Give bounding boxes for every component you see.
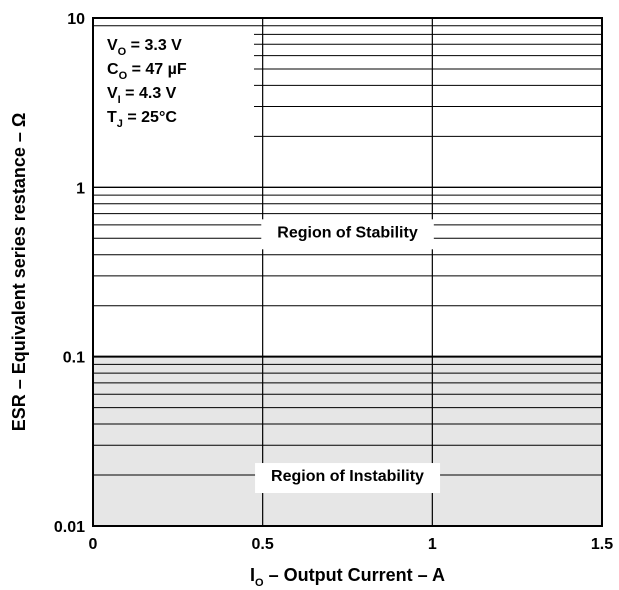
region-of-instability-text: Region of Instability [271,468,424,485]
condition-line-main: V [107,85,118,102]
condition-line-rest: = 25°C [123,109,177,126]
x-tick-label: 0.5 [252,536,274,553]
x-tick-label: 1.5 [591,536,613,553]
x-axis-label-main: I [250,565,255,585]
region-of-stability-label-background [261,219,434,250]
region-of-instability-label-background [255,463,441,494]
plot-frame [92,17,603,527]
conditions-box-background [94,30,254,142]
x-axis-label: IO – Output Current – A [250,565,445,589]
region-of-instability-label: Region of Instability [255,463,441,494]
condition-line-main: C [107,61,119,78]
x-axis-label-subscript: O [255,577,264,589]
condition-line-subscript: I [118,94,121,106]
x-tick-label: 1 [428,536,437,553]
condition-line-rest: = 4.3 V [121,85,177,102]
condition-line-subscript: O [118,46,127,58]
region-of-stability-text: Region of Stability [277,224,418,241]
y-tick-label: 10 [67,11,85,28]
y-tick-label: 0.01 [54,519,85,536]
y-tick-label: 1 [76,180,85,197]
condition-line: VI = 4.3 V [107,85,177,106]
condition-line-main: T [107,109,117,126]
condition-line-main: V [107,37,118,54]
condition-line: CO = 47 µF [107,61,187,82]
y-tick-label: 0.1 [63,350,85,367]
condition-line-subscript: J [117,118,123,130]
region-of-stability-label: Region of Stability [261,219,434,250]
y-axis-label: ESR – Equivalent series restance – Ω [9,113,29,432]
x-axis-label-rest: – Output Current – A [264,565,445,585]
condition-line-rest: = 47 µF [127,61,187,78]
instability-region-fill [93,356,602,526]
x-tick-label: 0 [89,536,98,553]
condition-line: TJ = 25°C [107,109,177,130]
condition-line-rest: = 3.3 V [126,37,182,54]
condition-line: VO = 3.3 V [107,37,182,58]
condition-line-subscript: O [119,70,128,82]
